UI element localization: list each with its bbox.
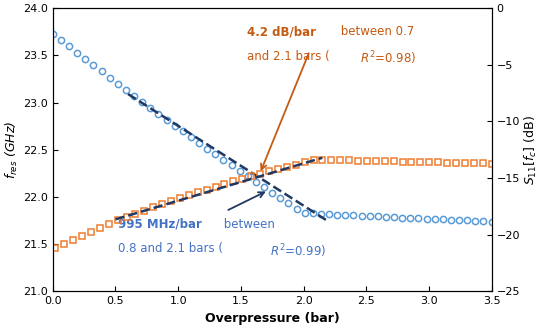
Text: and 2.1 bars (: and 2.1 bars ( (247, 50, 330, 63)
Text: 995 MHz/bar: 995 MHz/bar (118, 218, 202, 231)
Text: 0.8 and 2.1 bars (: 0.8 and 2.1 bars ( (118, 242, 223, 255)
Text: 4.2 dB/bar: 4.2 dB/bar (247, 25, 316, 38)
Y-axis label: $S_{11}[f_c]$ (dB): $S_{11}[f_c]$ (dB) (523, 115, 539, 185)
Y-axis label: $f_{res}$ (GHz): $f_{res}$ (GHz) (4, 121, 20, 179)
Text: between 0.7: between 0.7 (337, 25, 415, 38)
Text: between: between (219, 218, 274, 231)
Text: $R^2$=0.98): $R^2$=0.98) (360, 50, 416, 67)
Text: $R^2$=0.99): $R^2$=0.99) (270, 242, 326, 260)
X-axis label: Overpressure (bar): Overpressure (bar) (205, 312, 339, 325)
